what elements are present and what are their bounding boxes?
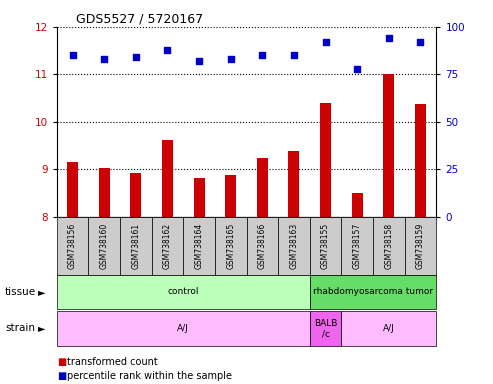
Point — [69, 52, 76, 58]
Point — [417, 39, 424, 45]
Bar — [373, 217, 405, 275]
Bar — [88, 217, 120, 275]
Bar — [341, 217, 373, 275]
Bar — [278, 217, 310, 275]
Point — [321, 39, 329, 45]
Bar — [99, 169, 109, 217]
Text: strain: strain — [5, 323, 35, 333]
Bar — [341, 311, 436, 346]
Bar — [310, 217, 341, 275]
Text: ■: ■ — [57, 357, 66, 367]
Bar — [67, 162, 78, 217]
Bar — [162, 140, 173, 217]
Bar — [120, 217, 152, 275]
Text: GSM738164: GSM738164 — [195, 223, 204, 269]
Text: rhabdomyosarcoma tumor: rhabdomyosarcoma tumor — [313, 287, 433, 296]
Text: GSM738158: GSM738158 — [385, 223, 393, 269]
Bar — [415, 104, 426, 217]
Bar — [57, 311, 310, 346]
Bar — [152, 217, 183, 275]
Bar — [405, 217, 436, 275]
Text: A/J: A/J — [177, 324, 189, 333]
Point — [100, 56, 108, 62]
Text: GSM738156: GSM738156 — [68, 223, 77, 269]
Text: A/J: A/J — [383, 324, 395, 333]
Bar — [246, 217, 278, 275]
Text: percentile rank within the sample: percentile rank within the sample — [67, 371, 232, 381]
Point — [132, 54, 140, 60]
Bar — [57, 217, 88, 275]
Text: ■: ■ — [57, 371, 66, 381]
Bar — [320, 103, 331, 217]
Bar — [352, 193, 363, 217]
Point — [290, 52, 298, 58]
Bar — [310, 275, 436, 309]
Bar — [57, 275, 310, 309]
Point — [164, 46, 172, 53]
Bar — [183, 217, 215, 275]
Text: GSM738166: GSM738166 — [258, 223, 267, 269]
Point — [258, 52, 266, 58]
Bar — [310, 311, 341, 346]
Text: ►: ► — [38, 287, 46, 297]
Point — [227, 56, 235, 62]
Text: tissue: tissue — [5, 287, 36, 297]
Bar — [130, 173, 141, 217]
Bar — [384, 74, 394, 217]
Bar — [257, 157, 268, 217]
Text: GSM738159: GSM738159 — [416, 223, 425, 269]
Bar — [194, 178, 205, 217]
Text: GSM738161: GSM738161 — [131, 223, 141, 269]
Text: GSM738162: GSM738162 — [163, 223, 172, 269]
Text: GSM738163: GSM738163 — [289, 223, 298, 269]
Text: GSM738155: GSM738155 — [321, 223, 330, 269]
Bar — [225, 175, 236, 217]
Bar — [215, 217, 246, 275]
Text: BALB
/c: BALB /c — [314, 319, 337, 338]
Text: GSM738165: GSM738165 — [226, 223, 235, 269]
Text: ►: ► — [38, 323, 46, 333]
Text: GSM738157: GSM738157 — [352, 223, 362, 269]
Bar — [288, 151, 299, 217]
Text: transformed count: transformed count — [67, 357, 157, 367]
Text: control: control — [168, 287, 199, 296]
Point — [195, 58, 203, 64]
Point — [353, 66, 361, 72]
Text: GDS5527 / 5720167: GDS5527 / 5720167 — [76, 13, 203, 26]
Point — [385, 35, 393, 41]
Text: GSM738160: GSM738160 — [100, 223, 108, 269]
